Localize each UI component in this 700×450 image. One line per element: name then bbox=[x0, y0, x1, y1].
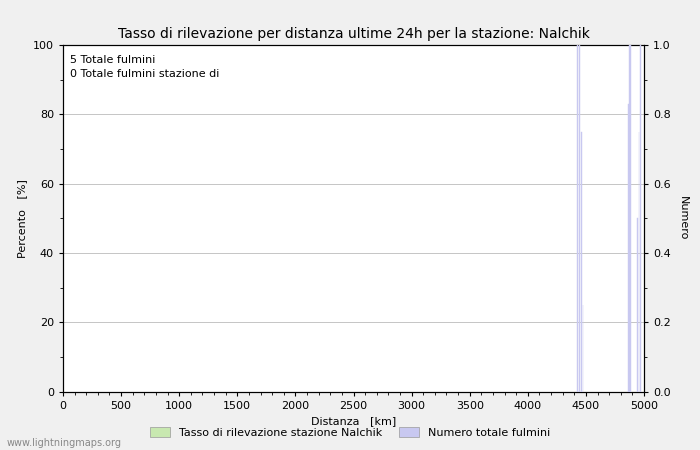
Legend: Tasso di rilevazione stazione Nalchik, Numero totale fulmini: Tasso di rilevazione stazione Nalchik, N… bbox=[146, 423, 554, 442]
Text: www.lightningmaps.org: www.lightningmaps.org bbox=[7, 438, 122, 448]
Y-axis label: Percento   [%]: Percento [%] bbox=[18, 179, 27, 258]
X-axis label: Distanza   [km]: Distanza [km] bbox=[311, 416, 396, 426]
Title: Tasso di rilevazione per distanza ultime 24h per la stazione: Nalchik: Tasso di rilevazione per distanza ultime… bbox=[118, 27, 589, 41]
Y-axis label: Numero: Numero bbox=[678, 196, 687, 240]
Text: 5 Totale fulmini
0 Totale fulmini stazione di: 5 Totale fulmini 0 Totale fulmini stazio… bbox=[70, 55, 219, 79]
